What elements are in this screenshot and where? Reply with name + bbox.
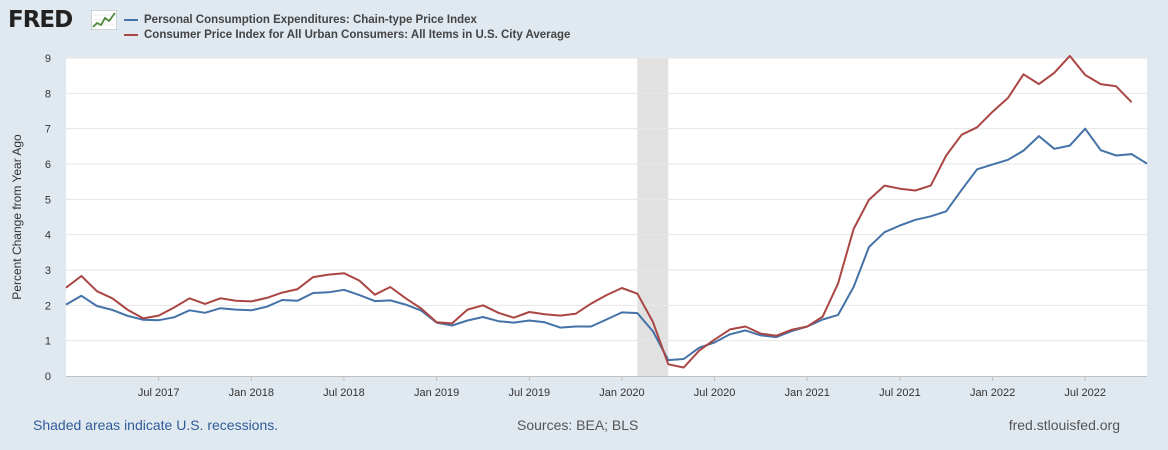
plot-area [66,58,1147,376]
site-link[interactable]: fred.stlouisfed.org [1008,417,1120,433]
y-tick-label-9: 9 [45,53,51,65]
line-chart[interactable]: 0 1 2 3 4 5 6 7 8 9 Jul 2017 Jan 2018 Jul 2018 Jan 20… [0,0,1168,410]
x-tick-label-5: Jan 2020 [599,387,644,399]
recession-shade-0 [637,58,669,376]
legend-item-cpi[interactable]: Consumer Price Index for All Urban Consu… [124,27,570,42]
legend-swatch-pce [124,18,138,21]
x-tick-label-9: Jan 2022 [970,387,1015,399]
x-tick-label-3: Jan 2019 [414,387,459,399]
x-tick-label-1: Jan 2018 [229,387,274,399]
x-tick-label-4: Jul 2019 [508,387,550,399]
legend-label-cpi: Consumer Price Index for All Urban Consu… [144,28,571,41]
chart-legend: Personal Consumption Expenditures: Chain… [124,12,570,42]
y-tick-label-4: 4 [45,230,51,242]
series-line-0 [65,127,1148,362]
sources-text: Sources: BEA; BLS [517,417,639,433]
y-tick-label-0: 0 [45,371,51,383]
y-tick-label-2: 2 [45,300,51,312]
y-axis-label: Percent Change from Year Ago [10,134,24,300]
y-tick-label-8: 8 [45,88,51,100]
trend-graph-icon [91,10,117,30]
x-tick-label-0: Jul 2017 [138,387,180,399]
x-tick-label-8: Jul 2021 [879,387,921,399]
y-tick-label-3: 3 [45,265,51,277]
y-tick-label-1: 1 [45,336,51,348]
x-tick-label-10: Jul 2022 [1064,387,1106,399]
fred-logo[interactable]: FRED [8,7,73,33]
x-tick-label-2: Jul 2018 [323,387,365,399]
legend-item-pce[interactable]: Personal Consumption Expenditures: Chain… [124,12,570,27]
legend-swatch-cpi [124,33,138,36]
x-tick-label-6: Jul 2020 [694,387,736,399]
x-tick-label-7: Jan 2021 [785,387,830,399]
y-tick-label-7: 7 [45,124,51,136]
y-tick-label-6: 6 [45,159,51,171]
series-line-1 [65,54,1133,369]
recession-note-link[interactable]: Shaded areas indicate U.S. recessions. [33,417,279,433]
legend-label-pce: Personal Consumption Expenditures: Chain… [144,13,477,26]
y-tick-label-5: 5 [45,194,51,206]
